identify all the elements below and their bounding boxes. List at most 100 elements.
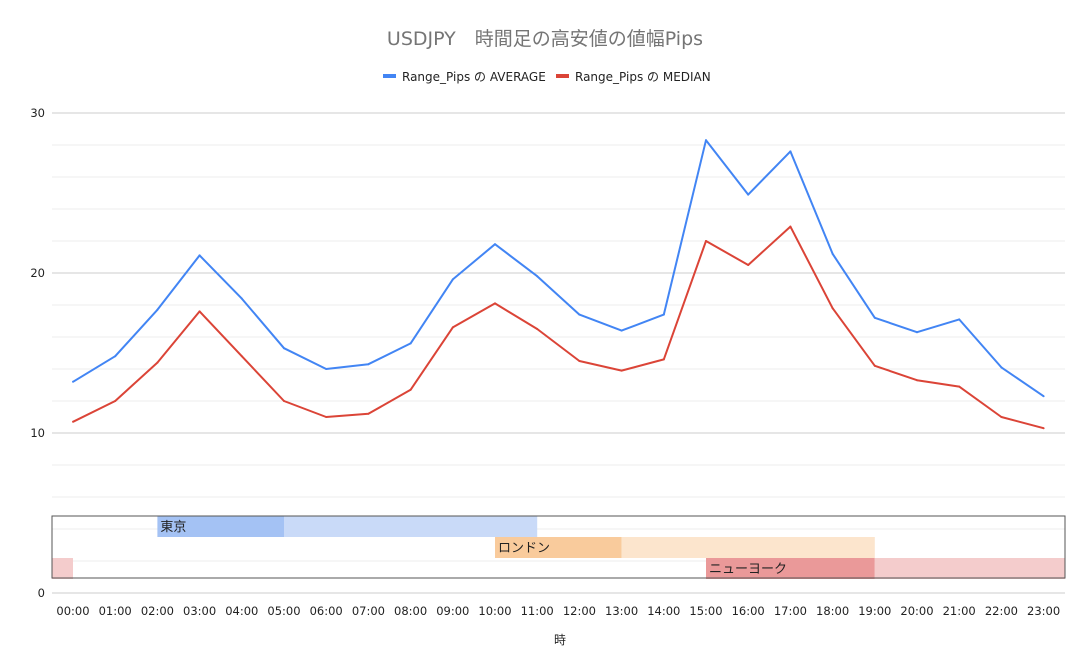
data-point (198, 254, 201, 257)
data-point (747, 264, 750, 266)
gridlines (52, 112, 1065, 594)
series-lines (72, 139, 1045, 430)
data-point (578, 313, 581, 316)
data-point (494, 302, 496, 305)
data-point (705, 240, 707, 242)
x-tick-label: 14:00 (647, 604, 680, 618)
legend: Range_Pips の AVERAGE Range_Pips の MEDIAN (383, 70, 711, 84)
data-point (240, 355, 243, 358)
y-tick-label: 30 (30, 106, 45, 120)
x-tick-label: 16:00 (732, 604, 765, 618)
session-core-band (157, 516, 284, 537)
x-tick-label: 13:00 (605, 604, 638, 618)
data-point (240, 297, 243, 300)
x-tick-label: 10:00 (478, 604, 511, 618)
session-extended-band (284, 516, 538, 537)
x-tick-label: 18:00 (816, 604, 849, 618)
x-tick-label: 21:00 (943, 604, 976, 618)
data-point (1000, 416, 1003, 418)
data-point (536, 275, 539, 278)
data-point (283, 400, 285, 402)
y-tick-label: 10 (30, 426, 45, 440)
x-tick-label: 05:00 (267, 604, 300, 618)
data-point (1000, 366, 1003, 369)
series-line (72, 139, 1045, 398)
data-point (367, 363, 370, 366)
data-point (409, 342, 412, 345)
data-point (831, 307, 834, 310)
y-tick-label: 0 (38, 586, 45, 600)
data-point (156, 361, 159, 364)
data-point (451, 278, 454, 281)
data-point (789, 225, 792, 228)
data-point (114, 400, 117, 402)
data-point (156, 308, 159, 311)
data-point (958, 318, 961, 321)
x-tick-label: 06:00 (310, 604, 343, 618)
data-point (367, 412, 370, 415)
data-point (662, 313, 665, 316)
data-point (916, 331, 918, 334)
chart-title: USDJPY 時間足の高安値の値幅Pips (387, 28, 703, 50)
legend-swatch (383, 74, 396, 78)
data-point (72, 380, 74, 383)
data-point (451, 326, 454, 329)
session-extended-band (874, 558, 1065, 579)
x-tick-label: 15:00 (689, 604, 722, 618)
y-tick-label: 20 (30, 266, 45, 280)
data-point (620, 329, 623, 332)
x-tick-label: 08:00 (394, 604, 427, 618)
x-tick-label: 01:00 (99, 604, 132, 618)
data-point (72, 420, 74, 423)
data-point (114, 355, 117, 358)
data-point (916, 379, 918, 382)
data-point (198, 310, 201, 313)
data-point (705, 139, 707, 142)
x-tick-label: 02:00 (141, 604, 174, 618)
data-point (325, 368, 328, 370)
data-point (662, 358, 665, 361)
data-point (620, 369, 623, 372)
x-tick-label: 09:00 (436, 604, 469, 618)
data-point (283, 347, 285, 350)
data-point (747, 193, 750, 196)
session-label: ロンドン (498, 541, 550, 556)
legend-swatch (556, 74, 569, 78)
series-line (72, 225, 1044, 430)
data-point (789, 150, 792, 153)
session-label: 東京 (160, 519, 186, 535)
x-tick-label: 00:00 (56, 604, 89, 618)
x-tick-label: 23:00 (1027, 604, 1060, 618)
data-point (494, 243, 496, 246)
x-tick-label: 20:00 (900, 604, 933, 618)
legend-label: Range_Pips の AVERAGE (402, 70, 546, 84)
x-axis-ticks: 00:00 01:00 02:00 03:00 04:00 05:00 06:00 07:00… (56, 604, 1060, 618)
session-frame (51, 515, 1066, 579)
session-wrap-band (52, 558, 73, 579)
x-tick-label: 19:00 (858, 604, 891, 618)
data-point (578, 360, 581, 362)
x-tick-label: 17:00 (774, 604, 807, 618)
session-extended-band (621, 537, 875, 558)
legend-label: Range_Pips の MEDIAN (575, 70, 711, 84)
x-tick-label: 12:00 (563, 604, 596, 618)
x-tick-label: 04:00 (225, 604, 258, 618)
data-point (536, 328, 539, 330)
data-point (1042, 395, 1045, 398)
data-point (831, 252, 834, 255)
session-core-band (495, 537, 622, 558)
data-point (325, 416, 328, 418)
data-point (958, 385, 961, 388)
x-tick-label: 03:00 (183, 604, 216, 618)
session-core-band (706, 558, 875, 579)
y-axis-ticks: 0 10 20 30 (30, 106, 45, 600)
data-point (873, 316, 876, 319)
x-tick-label: 22:00 (985, 604, 1018, 618)
data-point (1042, 427, 1045, 430)
x-tick-label: 07:00 (352, 604, 385, 618)
session-label: ニューヨーク (709, 562, 787, 577)
data-point (873, 364, 876, 367)
x-tick-label: 11:00 (521, 604, 554, 618)
